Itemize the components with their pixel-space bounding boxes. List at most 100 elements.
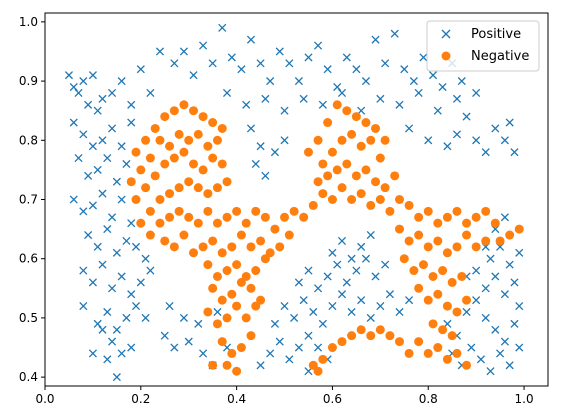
negative-point [189, 106, 199, 116]
positive-point [472, 136, 481, 145]
positive-point [199, 41, 208, 50]
positive-point [390, 29, 399, 38]
positive-point [127, 290, 136, 299]
negative-point [433, 236, 443, 246]
negative-point [356, 325, 366, 335]
positive-point [381, 260, 390, 269]
positive-point [428, 71, 438, 80]
positive-point [486, 367, 495, 376]
legend-label-negative: Negative [471, 49, 529, 64]
negative-point [452, 307, 462, 317]
negative-point [222, 360, 232, 370]
positive-point [146, 266, 155, 275]
positive-point [457, 77, 466, 86]
negative-point [189, 159, 199, 169]
positive-point [117, 195, 126, 204]
positive-point [290, 313, 299, 322]
negative-point [423, 206, 433, 216]
negative-point [145, 153, 155, 163]
negative-point [356, 141, 366, 151]
negative-point [241, 218, 251, 228]
negative-point [337, 183, 347, 193]
positive-point [472, 88, 481, 97]
positive-point [491, 124, 500, 133]
negative-point [404, 236, 414, 246]
negative-point [260, 212, 270, 222]
negative-point [308, 200, 318, 210]
negative-point [174, 206, 184, 216]
positive-point [213, 307, 222, 317]
negative-point [414, 283, 424, 293]
positive-point [299, 296, 308, 305]
x-tick-label: 0.2 [131, 392, 150, 406]
negative-point [260, 254, 270, 264]
positive-point [414, 88, 423, 97]
positive-point [452, 94, 462, 103]
negative-point [212, 218, 222, 228]
negative-point [131, 195, 141, 204]
negative-point [327, 147, 337, 157]
positive-point [419, 53, 428, 62]
negative-point [342, 159, 352, 169]
positive-point [160, 331, 169, 340]
negative-point [184, 135, 194, 145]
negative-point [222, 212, 232, 222]
positive-point [261, 171, 270, 180]
negative-point [165, 141, 175, 151]
negative-point [414, 337, 424, 347]
positive-point [385, 290, 394, 299]
positive-point [74, 153, 83, 163]
negative-point [222, 313, 232, 323]
negative-point [337, 135, 347, 145]
negative-point [227, 289, 237, 299]
positive-point [491, 272, 500, 281]
positive-point [165, 302, 174, 311]
positive-point [337, 236, 347, 246]
negative-point [471, 242, 481, 252]
positive-point [294, 343, 303, 352]
positive-point [337, 88, 347, 97]
positive-point [280, 136, 289, 145]
negative-point [394, 337, 404, 347]
negative-point [126, 177, 136, 187]
negative-point [179, 147, 189, 157]
negative-point [462, 360, 472, 370]
positive-point [256, 142, 265, 151]
positive-point [98, 94, 107, 103]
positive-point [371, 35, 380, 44]
negative-point [385, 331, 395, 341]
negative-point [366, 135, 376, 145]
negative-point [208, 118, 218, 128]
negative-point [284, 230, 294, 240]
negative-point [217, 248, 227, 258]
negative-point [136, 165, 146, 175]
negative-point [232, 260, 242, 270]
negative-point [179, 100, 189, 110]
negative-point [203, 206, 213, 216]
positive-point [481, 313, 490, 322]
positive-point [357, 242, 366, 251]
positive-point [179, 313, 188, 322]
negative-point [361, 165, 371, 175]
positive-point [88, 142, 97, 151]
positive-point [256, 361, 265, 370]
negative-point [208, 153, 218, 163]
negative-point [251, 301, 261, 311]
negative-point [356, 189, 366, 199]
negative-point [366, 331, 376, 341]
positive-point [146, 88, 155, 97]
negative-point [332, 100, 342, 110]
negative-point [481, 206, 491, 216]
positive-point [208, 59, 217, 68]
positive-point [84, 171, 93, 180]
positive-point [328, 302, 337, 311]
negative-point [323, 171, 333, 181]
positive-point [515, 302, 524, 311]
positive-point [261, 94, 270, 103]
y-tick-label: 0.8 [19, 133, 38, 147]
x-tick-label: 0.0 [35, 392, 54, 406]
negative-point [198, 165, 208, 175]
negative-point [423, 295, 433, 305]
legend-marker-positive [441, 29, 451, 39]
negative-point [323, 118, 333, 128]
